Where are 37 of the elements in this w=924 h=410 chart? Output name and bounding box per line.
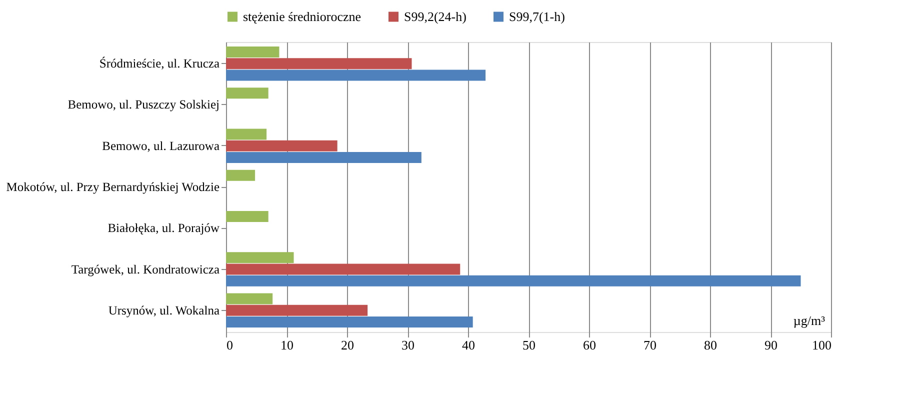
bar bbox=[226, 58, 412, 70]
y-tick-label: Bemowo, ul. Lazurowa bbox=[102, 138, 220, 153]
x-tick-label: 0 bbox=[226, 338, 233, 352]
x-tick-label: 20 bbox=[341, 338, 354, 352]
bar bbox=[226, 252, 294, 264]
bar bbox=[226, 46, 280, 58]
bar bbox=[226, 170, 256, 181]
y-tick-label: Mokotów, ul. Przy Bernardyńskiej Wodzie bbox=[6, 180, 220, 194]
bar bbox=[226, 152, 422, 164]
bar bbox=[226, 275, 801, 286]
x-tick-label: 10 bbox=[280, 338, 294, 352]
x-tick-label: 30 bbox=[402, 338, 414, 352]
legend-label: stężenie średnioroczne bbox=[243, 8, 362, 24]
bar bbox=[226, 140, 338, 152]
x-tick-label: 60 bbox=[583, 338, 596, 352]
bar bbox=[226, 70, 486, 81]
x-tick-label: 100 bbox=[812, 338, 832, 352]
bar bbox=[226, 304, 368, 316]
x-tick-label: 70 bbox=[644, 338, 656, 352]
x-tick-label: 90 bbox=[764, 338, 778, 352]
y-tick-label: Bemowo, ul. Puszczy Solskiej bbox=[68, 98, 220, 112]
x-tick-label: 80 bbox=[704, 338, 717, 352]
legend-label: S99,7(1-h) bbox=[509, 8, 565, 24]
bar bbox=[226, 128, 267, 140]
x-tick-label: 40 bbox=[462, 338, 475, 352]
bar bbox=[226, 88, 268, 99]
bar bbox=[226, 293, 273, 304]
x-tick-label: 50 bbox=[522, 338, 536, 352]
bar bbox=[226, 316, 473, 328]
y-tick-label: Ursynów, ul. Wokalna bbox=[108, 303, 220, 318]
x-axis-title: µg/m³ bbox=[793, 313, 826, 328]
bar bbox=[226, 264, 460, 275]
y-tick-label: Śródmieście, ul. Krucza bbox=[99, 56, 220, 71]
y-tick-label: Targówek, ul. Kondratowicza bbox=[71, 262, 220, 276]
y-tick-label: Białołęka, ul. Porajów bbox=[108, 221, 220, 236]
bar bbox=[226, 210, 268, 222]
legend-label: S99,2(24-h) bbox=[404, 8, 466, 24]
